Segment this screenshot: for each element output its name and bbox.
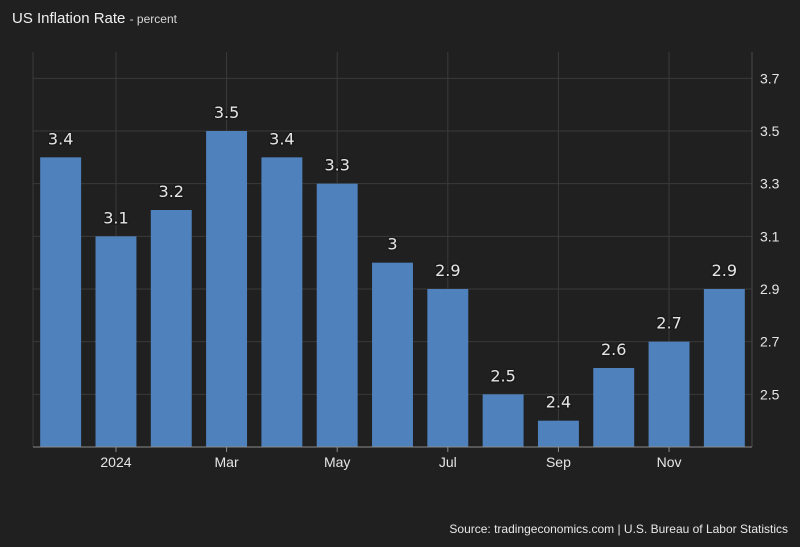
- bar-value-label: 3.3: [324, 156, 349, 175]
- bar: [206, 131, 248, 447]
- bar-value-label: 3.4: [269, 129, 294, 148]
- bar: [261, 157, 303, 448]
- bar: [537, 420, 579, 447]
- source-note: Source: tradingeconomics.com | U.S. Bure…: [449, 522, 788, 536]
- y-tick-label: 2.5: [760, 386, 780, 402]
- y-axis-ticks: 2.5 2.7 2.9 3.1 3.3 3.5 3.7: [760, 70, 780, 402]
- bar-value-label: 2.5: [490, 366, 515, 385]
- bar: [482, 394, 524, 447]
- x-tick-label: Nov: [657, 454, 682, 470]
- x-tick-label: Mar: [215, 454, 239, 470]
- bar: [95, 236, 137, 447]
- bar-value-label: 3.4: [48, 129, 73, 148]
- data-labels: 3.4 3.1 3.2 3.5 3.4 3.3 3 2.9 2.5 2.4 2.6 2.7 2.9: [46, 102, 738, 414]
- bar: [150, 210, 192, 447]
- bars: [40, 131, 745, 448]
- y-tick-label: 2.9: [760, 281, 780, 297]
- bar: [372, 262, 413, 447]
- bar: [316, 183, 358, 447]
- bar-value-label: 3.2: [159, 182, 184, 201]
- y-tick-label: 3.3: [760, 176, 780, 192]
- x-tick-label: Jul: [439, 454, 457, 470]
- bar: [703, 289, 745, 447]
- bar-value-label: 2.6: [601, 340, 626, 359]
- x-tick-label: Sep: [546, 454, 571, 470]
- y-tick-label: 3.5: [760, 123, 780, 139]
- bar-value-label: 2.9: [712, 261, 737, 280]
- chart-title: US Inflation Rate - percent: [12, 10, 177, 27]
- title-unit: - percent: [129, 12, 177, 26]
- x-tick-label: May: [324, 454, 350, 470]
- bar-value-label: 3: [387, 235, 397, 254]
- x-tick-label: 2024: [100, 454, 131, 470]
- x-axis-ticks: 2024 Mar May Jul Sep Nov: [100, 447, 681, 470]
- bar: [427, 289, 469, 447]
- title-unit-text: percent: [136, 12, 177, 26]
- bar: [648, 341, 690, 447]
- bar: [40, 157, 82, 448]
- bar-value-label: 2.4: [546, 393, 571, 412]
- title-text: US Inflation Rate: [12, 10, 126, 27]
- y-tick-label: 2.7: [760, 334, 780, 350]
- bar-value-label: 3.5: [214, 103, 239, 122]
- y-tick-label: 3.1: [760, 228, 780, 244]
- bar-value-label: 3.1: [103, 208, 128, 227]
- y-tick-label: 3.7: [760, 70, 780, 86]
- bar-value-label: 2.7: [656, 314, 681, 333]
- bar-value-label: 2.9: [435, 261, 460, 280]
- bar: [593, 368, 635, 447]
